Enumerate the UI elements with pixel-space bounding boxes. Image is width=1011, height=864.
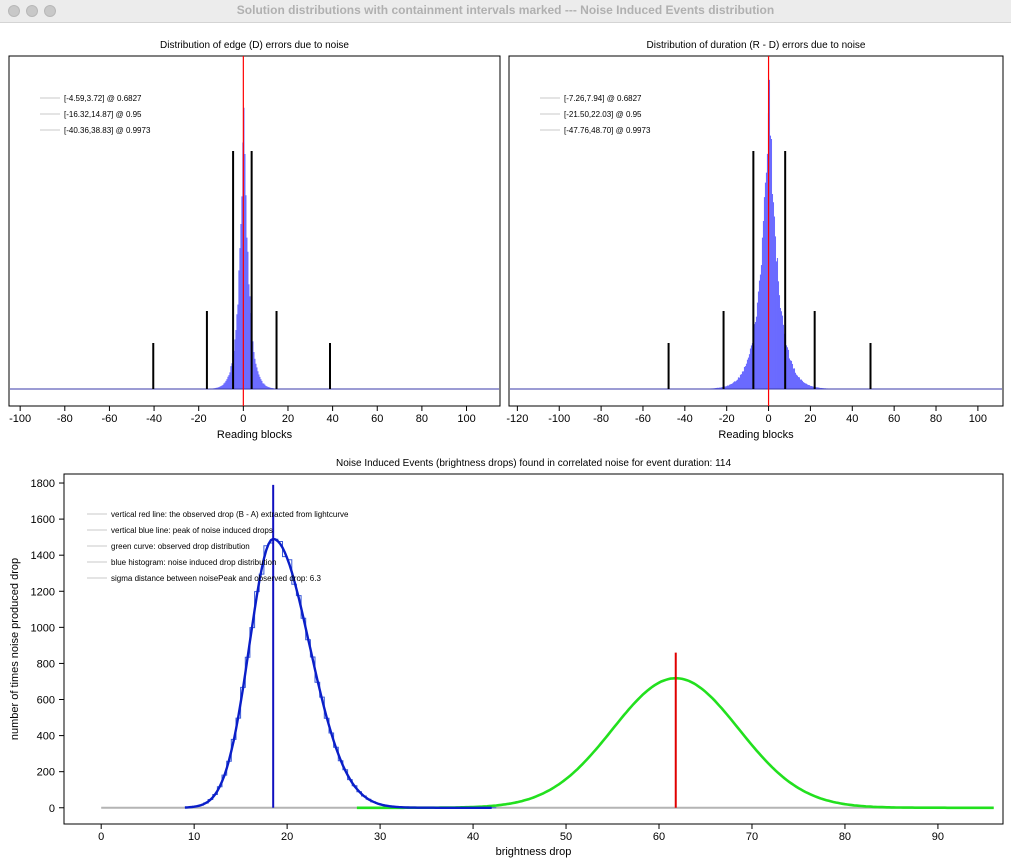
panel2-x-axis-label: Reading blocks — [718, 429, 794, 441]
panel3-x-tick-label: 0 — [98, 831, 104, 843]
panel1-legend-entry-1: [-4.59,3.72] @ 0.6827 — [64, 94, 142, 103]
panel2-x-tick-label: 60 — [888, 413, 900, 425]
minimize-window-button[interactable] — [26, 5, 38, 17]
panel2-x-tick-label: -100 — [548, 413, 570, 425]
panel2-x-tick-label: -40 — [677, 413, 693, 425]
panel1-title: Distribution of edge (D) errors due to n… — [160, 40, 349, 51]
panel2-x-tick-label: -60 — [635, 413, 651, 425]
panel1-x-tick-label: -60 — [101, 413, 117, 425]
panel2-title: Distribution of duration (R - D) errors … — [647, 40, 866, 51]
panel3-legend-entry-4: blue histogram: noise induced drop distr… — [111, 558, 276, 567]
panel3-y-tick-label: 1000 — [31, 622, 55, 634]
panel2-x-tick-label: -20 — [719, 413, 735, 425]
panel1-plot-frame — [8, 55, 501, 407]
panel2-x-tick-label: -80 — [593, 413, 609, 425]
panel2-x-tick-label: 20 — [804, 413, 816, 425]
panel3-y-tick-label: 1600 — [31, 514, 55, 526]
panel1-x-tick-label: -100 — [9, 413, 31, 425]
panel2-x-tick-label: 0 — [765, 413, 771, 425]
panel3-x-tick-label: 10 — [188, 831, 200, 843]
panel2-legend-entry-3: [-47.76,48.70] @ 0.9973 — [564, 126, 651, 135]
window-title: Solution distributions with containment … — [236, 3, 775, 17]
panel2-x-tick-label: -120 — [506, 413, 528, 425]
zoom-window-button[interactable] — [44, 5, 56, 17]
panel2-legend-entry-2: [-21.50,22.03] @ 0.95 — [564, 110, 642, 119]
panel1-x-tick-label: -40 — [146, 413, 162, 425]
panel3-y-tick-label: 400 — [37, 731, 55, 743]
panel3-y-tick-label: 1200 — [31, 586, 55, 598]
panel3-y-axis-label: number of times noise produced drop — [9, 558, 21, 740]
window-titlebar: Solution distributions with containment … — [0, 0, 1011, 23]
panel3-x-tick-label: 80 — [839, 831, 851, 843]
panel1-x-tick-label: -80 — [57, 413, 73, 425]
panel3-legend-entry-5: sigma distance between noisePeak and obs… — [111, 574, 321, 583]
panel2-x-tick-label: 40 — [846, 413, 858, 425]
panel1-x-tick-label: 100 — [457, 413, 475, 425]
panel3-y-tick-label: 800 — [37, 658, 55, 670]
panel3-y-tick-label: 0 — [49, 803, 55, 815]
blue-noise-curve — [184, 537, 492, 809]
panel3-x-tick-label: 40 — [467, 831, 479, 843]
panel3-y-tick-label: 1400 — [31, 550, 55, 562]
panel3-x-tick-label: 30 — [374, 831, 386, 843]
panel3-plot-frame — [63, 473, 1004, 825]
panel1-legend-entry-3: [-40.36,38.83] @ 0.9973 — [64, 126, 151, 135]
panel3-legend-entry-1: vertical red line: the observed drop (B … — [111, 510, 349, 519]
panel3-x-tick-label: 70 — [746, 831, 758, 843]
panel3-x-tick-label: 50 — [560, 831, 572, 843]
panel3-y-tick-label: 1800 — [31, 478, 55, 490]
panel1-x-tick-label: 40 — [326, 413, 338, 425]
panel1-x-axis-label: Reading blocks — [217, 429, 293, 441]
panel3-title: Noise Induced Events (brightness drops) … — [336, 458, 731, 469]
panel2-x-tick-label: 80 — [930, 413, 942, 425]
panel1-x-tick-label: 0 — [240, 413, 246, 425]
close-window-button[interactable] — [8, 5, 20, 17]
panel3-legend-entry-2: vertical blue line: peak of noise induce… — [111, 526, 273, 535]
panel3-x-tick-label: 60 — [653, 831, 665, 843]
panel1-x-tick-label: 20 — [282, 413, 294, 425]
panel2-x-tick-label: 100 — [969, 413, 987, 425]
panel1-x-tick-label: 80 — [416, 413, 428, 425]
panel2-legend-entry-1: [-7.26,7.94] @ 0.6827 — [564, 94, 642, 103]
panel3-y-tick-label: 600 — [37, 695, 55, 707]
panel3-x-tick-label: 90 — [932, 831, 944, 843]
panel3-x-axis-label: brightness drop — [496, 846, 572, 858]
panel1-x-tick-label: 60 — [371, 413, 383, 425]
panel1-legend-entry-2: [-16.32,14.87] @ 0.95 — [64, 110, 142, 119]
panel3-x-tick-label: 20 — [281, 831, 293, 843]
panel1-x-tick-label: -20 — [191, 413, 207, 425]
panel3-legend-entry-3: green curve: observed drop distribution — [111, 542, 250, 551]
panel3-y-tick-label: 200 — [37, 767, 55, 779]
